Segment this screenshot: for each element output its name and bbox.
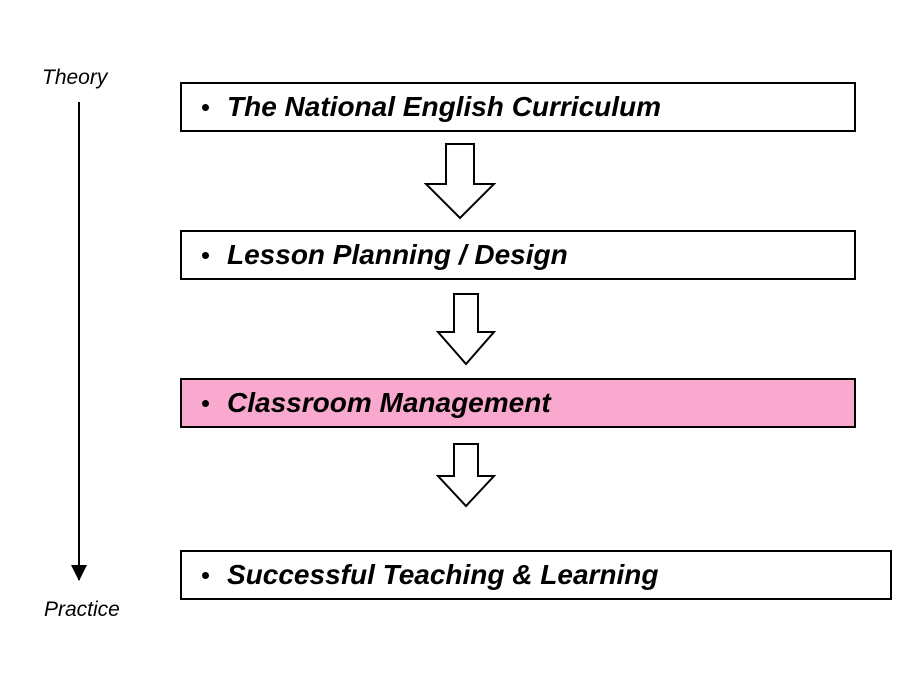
step-label: The National English Curriculum [227,91,661,123]
axis-label-bottom: Practice [44,598,120,622]
bullet-icon [202,252,209,259]
down-arrow-icon [424,142,496,220]
axis-label-top: Theory [42,66,107,90]
step-box-national-curriculum: The National English Curriculum [180,82,856,132]
bullet-icon [202,572,209,579]
down-arrow-icon [436,442,496,508]
step-label: Lesson Planning / Design [227,239,568,271]
theory-practice-axis-arrow [78,102,80,580]
step-box-classroom-management: Classroom Management [180,378,856,428]
step-box-successful-teaching: Successful Teaching & Learning [180,550,892,600]
step-label: Successful Teaching & Learning [227,559,659,591]
down-arrow-icon [436,292,496,366]
step-label: Classroom Management [227,387,551,419]
bullet-icon [202,400,209,407]
step-box-lesson-planning: Lesson Planning / Design [180,230,856,280]
bullet-icon [202,104,209,111]
